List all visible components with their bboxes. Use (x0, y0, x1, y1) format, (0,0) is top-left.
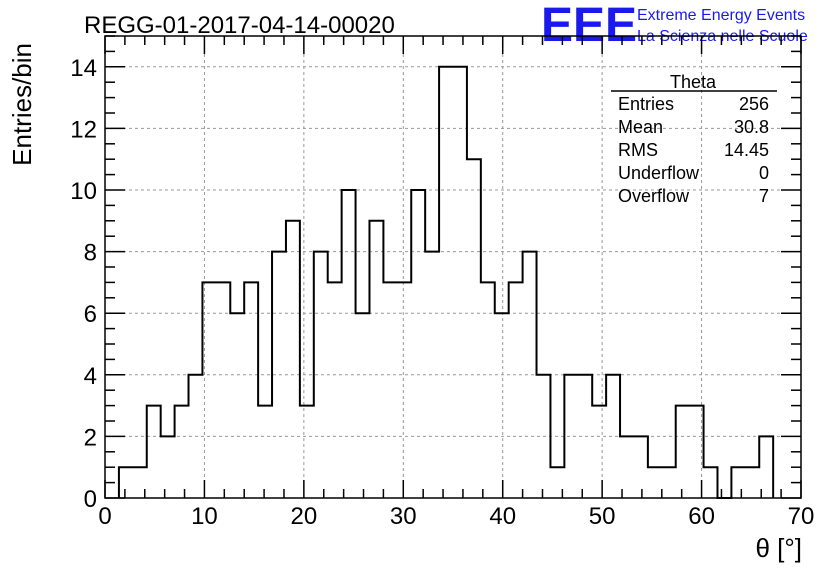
stats-row-label: Mean (618, 117, 663, 137)
x-tick-label: 50 (589, 503, 616, 530)
y-tick-label: 4 (84, 363, 97, 390)
y-tick-label: 10 (70, 178, 97, 205)
x-tick-label: 20 (291, 503, 318, 530)
stats-row-value: 7 (759, 186, 769, 206)
axis-ticks (104, 35, 802, 499)
grid (105, 36, 801, 498)
stats-box: Theta Entries 256 Mean 30.8 RMS 14.45 Underflo… (611, 72, 777, 206)
plot-frame (104, 35, 802, 499)
stats-row-value: 30.8 (734, 117, 769, 137)
x-tick-label: 0 (98, 503, 111, 530)
y-tick-label: 0 (84, 486, 97, 513)
stats-rows: Entries 256 Mean 30.8 RMS 14.45 Underflow 0 Over… (618, 94, 769, 206)
stats-row-value: 0 (759, 163, 769, 183)
y-axis-title: Entries/bin (7, 43, 37, 166)
y-tick-label: 14 (70, 55, 97, 82)
stats-row-label: Underflow (618, 163, 700, 183)
stats-row-value: 256 (739, 94, 769, 114)
stats-title: Theta (670, 72, 717, 92)
eee-logo-mark: EEE (541, 0, 637, 52)
y-tick-label: 2 (84, 424, 97, 451)
y-tick-label: 12 (70, 116, 97, 143)
chart-title: REGG-01-2017-04-14-00020 (84, 12, 395, 39)
x-tick-label: 60 (688, 503, 715, 530)
stats-row-value: 14.45 (724, 140, 769, 160)
x-tick-label: 30 (390, 503, 417, 530)
x-tick-label: 70 (788, 503, 815, 530)
stats-row-label: RMS (618, 140, 658, 160)
y-tick-label: 6 (84, 301, 97, 328)
x-tick-label: 10 (191, 503, 218, 530)
x-axis-title: θ [°] (755, 533, 802, 563)
y-tick-label: 8 (84, 240, 97, 267)
histogram-line (117, 65, 775, 499)
stats-row-label: Entries (618, 94, 674, 114)
x-tick-label: 40 (489, 503, 516, 530)
stats-row-label: Overflow (618, 186, 690, 206)
logo-line-1: Extreme Energy Events (637, 7, 805, 24)
